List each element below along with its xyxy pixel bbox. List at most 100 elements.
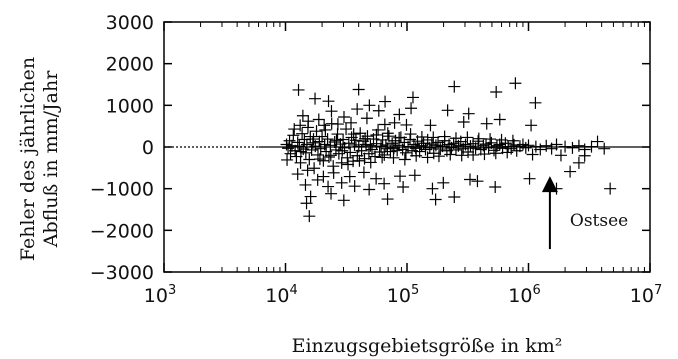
data-point xyxy=(375,140,388,153)
data-point xyxy=(421,151,434,164)
ostsee-label: Ostsee xyxy=(570,211,628,231)
data-point xyxy=(337,194,350,207)
data-point xyxy=(591,135,604,148)
data-point xyxy=(313,135,326,148)
data-point xyxy=(463,173,476,186)
data-point xyxy=(424,119,437,132)
x-axis: 103 104 105 106 107 xyxy=(144,22,662,307)
data-point xyxy=(364,156,377,169)
data-point xyxy=(370,128,383,141)
data-point xyxy=(313,153,326,166)
data-point xyxy=(455,149,468,162)
data-point xyxy=(398,153,411,166)
data-point xyxy=(516,138,529,151)
data-point xyxy=(387,151,400,164)
data-point xyxy=(526,148,539,161)
data-point xyxy=(321,133,334,146)
data-point xyxy=(379,95,392,108)
data-point xyxy=(525,119,538,132)
x-tick-label: 103 xyxy=(144,283,176,307)
data-point xyxy=(493,113,506,126)
ostsee-arrow-head xyxy=(541,176,558,193)
data-points xyxy=(280,77,617,223)
data-point xyxy=(397,181,410,193)
data-point xyxy=(301,164,314,177)
data-point xyxy=(304,130,317,143)
data-point xyxy=(303,210,316,223)
data-point xyxy=(303,153,316,166)
y-axis-label-line-2: Abfluß in mm/Jahr xyxy=(40,70,62,248)
data-point xyxy=(330,134,343,147)
data-point xyxy=(361,130,374,143)
data-point xyxy=(495,133,508,146)
data-point xyxy=(386,137,399,150)
data-point xyxy=(482,141,495,154)
data-point xyxy=(462,146,475,158)
data-point xyxy=(427,131,440,144)
data-point xyxy=(448,191,461,203)
data-point xyxy=(294,145,307,158)
data-point xyxy=(388,116,401,129)
data-point xyxy=(378,148,391,161)
data-point xyxy=(598,142,611,155)
data-point xyxy=(572,156,585,169)
data-point xyxy=(441,104,454,117)
data-point xyxy=(462,107,475,120)
data-point xyxy=(300,197,313,210)
data-point xyxy=(300,138,313,151)
data-point xyxy=(438,130,451,143)
data-point xyxy=(299,178,312,191)
data-point xyxy=(318,119,331,132)
data-point xyxy=(480,117,493,130)
data-point xyxy=(406,91,419,104)
data-point xyxy=(317,170,330,183)
data-point xyxy=(396,143,409,156)
data-point xyxy=(490,86,503,98)
data-point xyxy=(477,139,490,152)
data-point xyxy=(381,127,394,140)
data-point xyxy=(310,125,323,138)
data-point xyxy=(378,177,391,190)
data-point xyxy=(355,144,368,157)
data-point xyxy=(519,141,532,154)
data-point xyxy=(559,140,572,153)
data-point xyxy=(449,132,462,145)
data-point xyxy=(344,116,357,129)
data-point xyxy=(489,181,502,193)
data-point xyxy=(550,138,563,151)
data-point xyxy=(347,128,360,141)
data-point xyxy=(357,166,370,179)
data-point xyxy=(454,135,467,148)
data-point xyxy=(340,123,353,136)
data-point xyxy=(426,182,439,195)
data-point xyxy=(432,150,445,163)
data-point xyxy=(343,170,356,183)
data-point xyxy=(302,115,315,128)
data-point xyxy=(447,137,460,150)
data-point xyxy=(308,162,321,175)
data-point xyxy=(359,132,372,145)
data-point xyxy=(342,158,355,171)
x-axis-label: Einzugsgebietsgröße in km² xyxy=(292,335,563,357)
data-point xyxy=(502,140,515,153)
data-point xyxy=(529,96,542,109)
data-point xyxy=(322,151,335,163)
data-point xyxy=(381,193,394,206)
data-point xyxy=(566,141,579,154)
data-point xyxy=(299,146,312,159)
data-point xyxy=(336,144,349,157)
data-point xyxy=(291,168,304,181)
data-point xyxy=(467,148,480,161)
data-point xyxy=(457,116,470,128)
data-point xyxy=(370,172,383,185)
data-point xyxy=(327,166,340,179)
data-point xyxy=(372,123,385,136)
data-point xyxy=(444,148,457,161)
data-point xyxy=(489,147,502,160)
x-tick-label: 107 xyxy=(630,283,662,307)
data-point xyxy=(400,118,413,131)
data-point xyxy=(351,103,364,116)
data-point xyxy=(461,131,474,144)
y-tick-label: 2000 xyxy=(106,54,154,76)
data-point xyxy=(448,80,461,93)
